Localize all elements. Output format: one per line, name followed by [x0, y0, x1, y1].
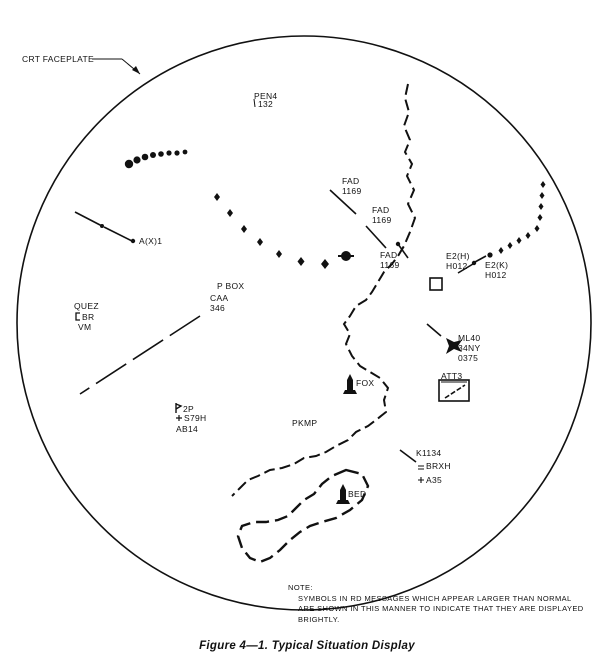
fad-3-label: FAD: [380, 250, 397, 260]
coastline: [231, 83, 417, 497]
e2h-track-line-2: [474, 255, 487, 263]
quez-label: QUEZ: [74, 301, 99, 311]
fad-2-alt: 1169: [372, 215, 391, 225]
note: NOTE: SYMBOLS IN RD MESSAGES WHICH APPEA…: [288, 583, 588, 625]
caa-label: CAA: [210, 293, 228, 303]
quez-bracket-icon: [75, 312, 80, 321]
ax1-symbol: [130, 238, 136, 244]
e2h-label: E2(H): [446, 251, 470, 261]
e2k-code: H012: [485, 270, 507, 280]
ax1-label: A(X)1: [139, 236, 162, 246]
ml40-label: ML40: [458, 333, 480, 343]
e2h-code: H012: [446, 261, 468, 271]
e2h-symbol: [471, 260, 477, 266]
note-body: SYMBOLS IN RD MESSAGES WHICH APPEAR LARG…: [298, 593, 584, 624]
k1134-track-line: [399, 449, 417, 463]
fad-3-symbol: [395, 241, 401, 247]
ax1-track-line-2: [103, 226, 133, 242]
crt-faceplate-label: CRT FACEPLATE: [22, 54, 94, 64]
p2-code: S79H: [184, 413, 206, 423]
bed-label: BED: [348, 489, 366, 499]
p2-label: 2P: [183, 404, 194, 414]
quez-code: BR: [82, 312, 94, 322]
pen4-alt: 132: [258, 99, 273, 109]
fad-3-alt: 1169: [380, 260, 399, 270]
situation-display: CRT FACEPLATE: [16, 35, 592, 611]
fad-1-label: FAD: [342, 176, 359, 186]
e2k-label: E2(K): [485, 260, 508, 270]
quez-vm: VM: [78, 322, 91, 332]
p2-flag-icon: [175, 403, 183, 413]
fad-2-track-line: [365, 225, 387, 249]
ax1-track-dot: [100, 224, 104, 228]
caa-track-line: [79, 315, 201, 395]
att3-box-slash: [444, 384, 466, 399]
k1134-alt: A35: [426, 475, 442, 485]
diamond-track: [214, 193, 354, 269]
bright-dot-track: [124, 149, 188, 169]
ml40-track-line: [426, 323, 442, 337]
e2k-bright-track: [487, 181, 546, 258]
k1134-plus-icon: [418, 477, 424, 483]
caa-alt: 346: [210, 303, 225, 313]
pen4-mark-icon: [253, 98, 256, 108]
p2-alt: AB14: [176, 424, 198, 434]
k1134-eq-icon: [418, 465, 424, 470]
square-symbol: [429, 277, 443, 291]
fad-3-track-line: [397, 243, 409, 259]
ml40-alt: 0375: [458, 353, 478, 363]
att3-box: [438, 379, 470, 402]
ax1-track-line: [74, 211, 103, 227]
fad-2-label: FAD: [372, 205, 389, 215]
fad-1-track-line: [329, 189, 357, 215]
p2-plus-icon: [176, 415, 182, 421]
k1134-label: K1134: [416, 448, 441, 458]
fox-rocket-icon: [343, 374, 357, 394]
e2h-track-line: [457, 263, 474, 274]
note-title: NOTE:: [288, 583, 313, 592]
pbox-label: P BOX: [217, 281, 244, 291]
att3-label: ATT3: [441, 371, 462, 381]
bed-rocket-icon: [336, 484, 350, 504]
aircraft-icon: [446, 338, 462, 354]
pen4-label: PEN4: [254, 91, 277, 101]
crt-faceplate-circle: [16, 35, 592, 611]
faceplate-leader-arrowhead: [132, 66, 140, 74]
k1134-code: BRXH: [426, 461, 451, 471]
fad-1-alt: 1169: [342, 186, 361, 196]
figure-caption: Figure 4—1. Typical Situation Display: [199, 640, 415, 652]
island-outline: [236, 468, 370, 564]
pkmp-label: PKMP: [292, 418, 317, 428]
fox-label: FOX: [356, 378, 374, 388]
ml40-code: 34NY: [458, 343, 480, 353]
